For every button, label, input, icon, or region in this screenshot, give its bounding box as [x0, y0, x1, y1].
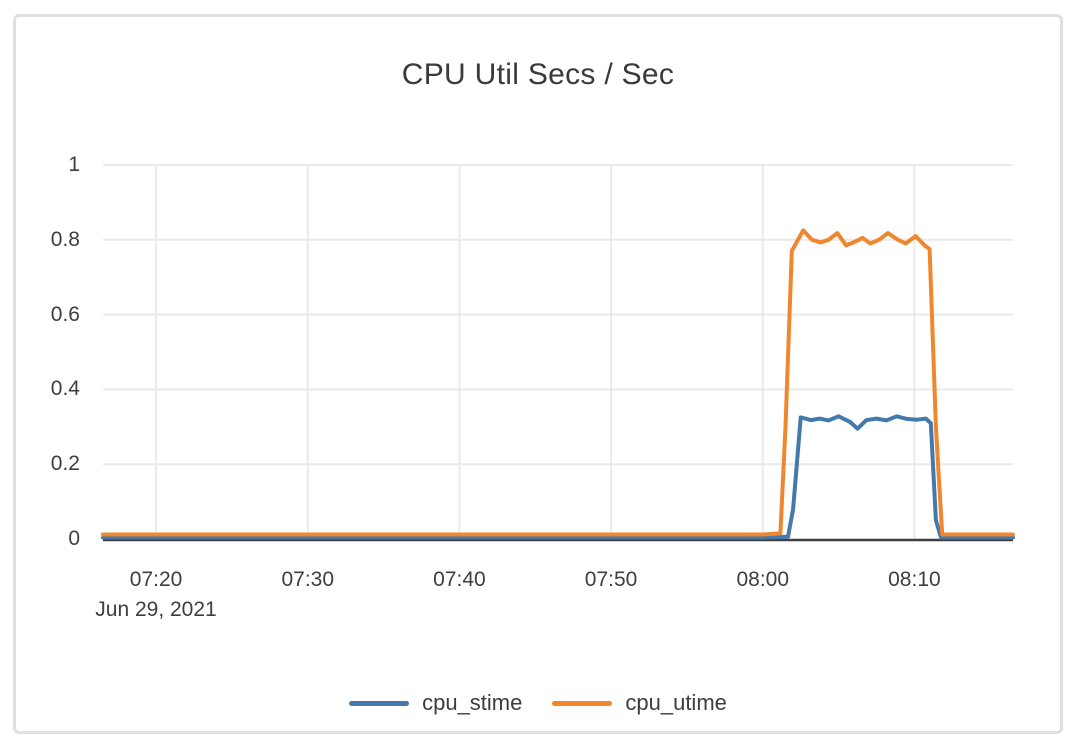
y-tick-label: 0.2: [50, 452, 80, 476]
y-tick-label: 0: [68, 527, 80, 550]
legend-swatch-cpu_stime: [349, 700, 410, 706]
x-tick-label: 07:20: [129, 568, 183, 591]
x-tick-label: 07:40: [433, 568, 486, 591]
y-tick-label: 0.4: [50, 377, 80, 401]
legend: cpu_stime cpu_utime: [13, 690, 1063, 716]
x-axis-date-label: Jun 29, 2021: [95, 598, 217, 621]
legend-swatch-cpu_utime: [552, 700, 613, 706]
y-tick-label: 0.6: [50, 302, 80, 326]
legend-item-cpu_stime[interactable]: cpu_stime: [349, 690, 522, 716]
chart-title: CPU Util Secs / Sec: [401, 58, 675, 91]
series-line-cpu_stime: [101, 414, 1015, 540]
legend-label: cpu_stime: [422, 690, 523, 715]
x-tick-label: 07:50: [584, 568, 638, 591]
legend-item-cpu_utime[interactable]: cpu_utime: [552, 690, 727, 716]
series-line-cpu_utime: [101, 228, 1015, 537]
legend-label: cpu_utime: [625, 690, 727, 715]
x-tick-label: 07:30: [281, 568, 335, 591]
x-tick-label: 08:00: [736, 568, 790, 591]
y-tick-label: 1: [68, 153, 80, 176]
x-tick-label: 08:10: [888, 568, 941, 591]
y-tick-label: 0.8: [50, 227, 80, 251]
chart-card: [13, 14, 1063, 734]
